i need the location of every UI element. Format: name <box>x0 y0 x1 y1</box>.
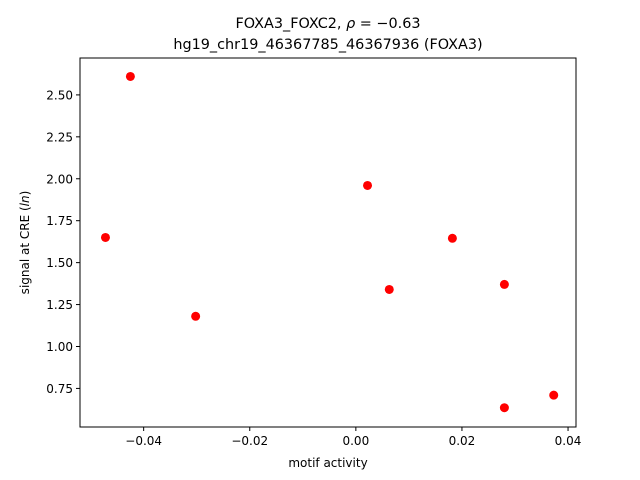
x-tick-label: 0.04 <box>555 434 582 448</box>
y-tick-label: 2.50 <box>46 88 73 102</box>
data-point <box>549 390 559 400</box>
data-point <box>191 311 201 321</box>
y-tick-label: 1.75 <box>46 214 73 228</box>
data-point <box>363 180 373 190</box>
x-tick-label: 0.00 <box>342 434 369 448</box>
y-tick-label: 2.00 <box>46 172 73 186</box>
y-tick-label: 1.25 <box>46 298 73 312</box>
data-point <box>100 232 110 242</box>
x-tick-label: −0.04 <box>125 434 162 448</box>
y-tick-label: 2.25 <box>46 130 73 144</box>
x-tick-label: 0.02 <box>449 434 476 448</box>
chart-title-line1: FOXA3_FOXC2, ρ = −0.63 <box>235 16 420 32</box>
x-axis-label: motif activity <box>288 456 367 470</box>
data-point <box>384 284 394 294</box>
chart-title-line2: hg19_chr19_46367785_46367936 (FOXA3) <box>173 37 482 53</box>
y-tick-label: 1.50 <box>46 256 73 270</box>
y-axis-label: signal at CRE (ln) <box>18 191 32 295</box>
y-tick-label: 1.00 <box>46 340 73 354</box>
y-tick-label: 0.75 <box>46 382 73 396</box>
axes-frame <box>79 57 577 428</box>
data-point <box>499 279 509 289</box>
data-point <box>499 403 509 413</box>
data-point <box>447 233 457 243</box>
data-point <box>125 71 135 81</box>
plot-area: −0.04 −0.02 0.00 0.02 0.04 0.75 1.00 1.25 1.50 1.… <box>46 71 582 448</box>
x-tick-label: −0.02 <box>231 434 268 448</box>
